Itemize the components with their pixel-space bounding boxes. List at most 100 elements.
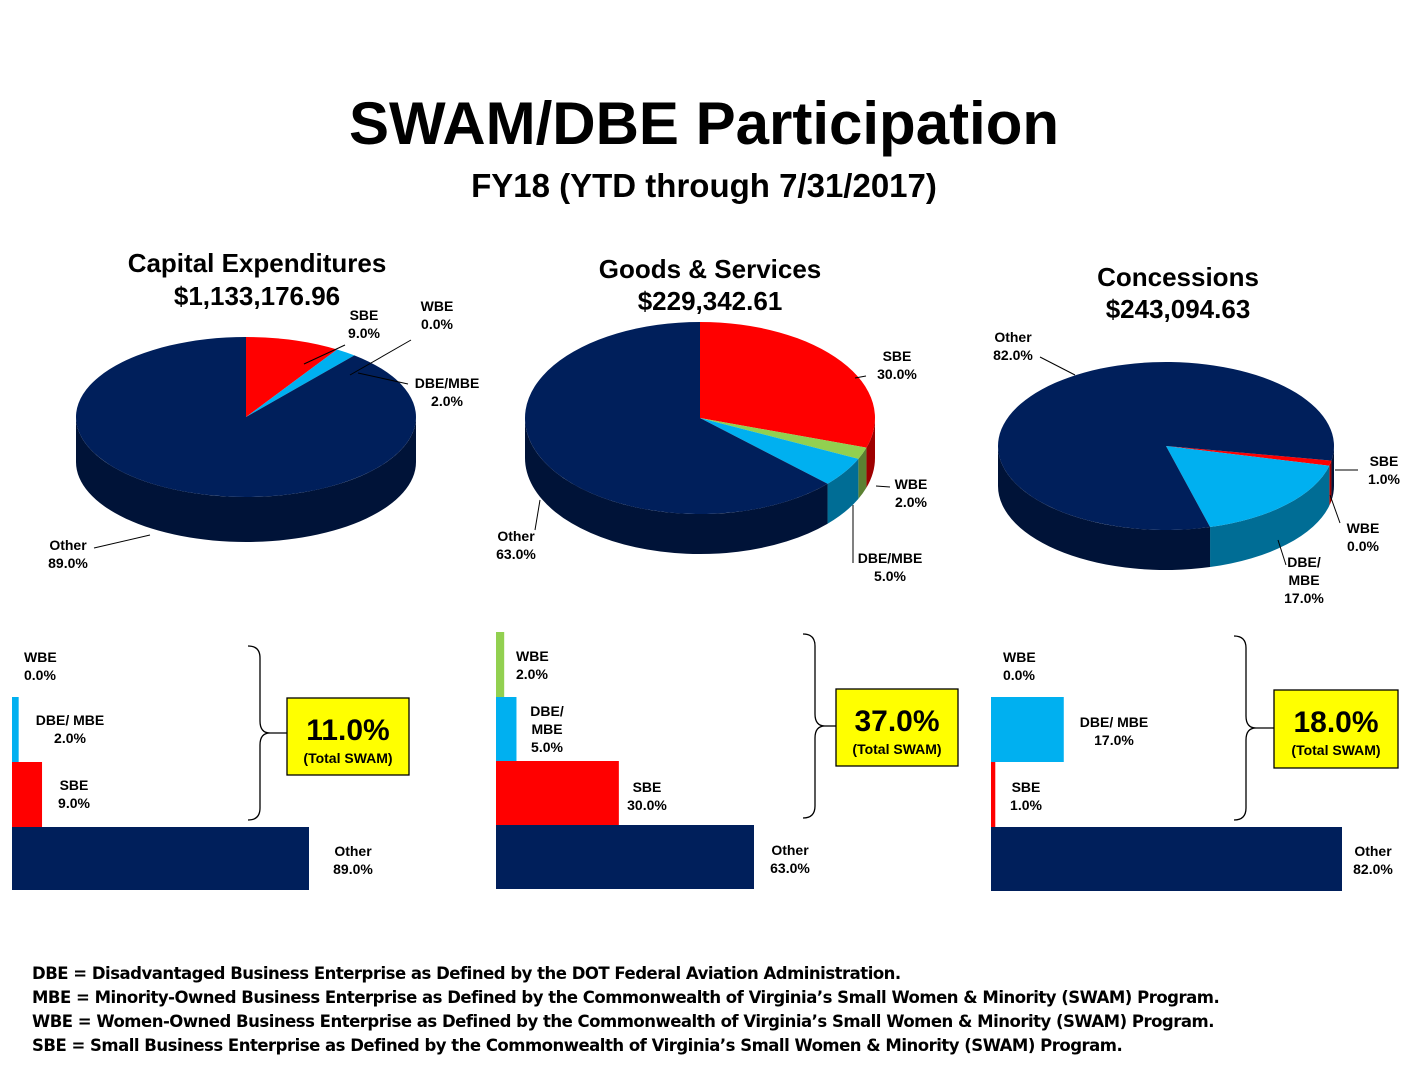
pie-1-label-other-line-1: Other — [49, 537, 87, 553]
bar-1-total-box — [286, 697, 410, 776]
bar-2-label-dbe_mbe-line-3: 5.0% — [531, 739, 563, 755]
bar-2-wbe — [496, 632, 505, 697]
pie-3-label-wbe-line-2: 0.0% — [1347, 538, 1379, 554]
bar-3-label-wbe-line-2: 0.0% — [1003, 667, 1035, 683]
pie-1-label-dbe_mbe-line-2: 2.0% — [431, 393, 463, 409]
bar-2-label-dbe_mbe-line-1: DBE/ — [530, 703, 564, 719]
pie-2-title: Goods & Services — [599, 254, 822, 284]
bar-3-label-dbe_mbe-line-1: DBE/ MBE — [1080, 714, 1148, 730]
pie-3-slice-dbe_mbe — [1166, 446, 1330, 528]
bar-1-label-sbe-line-2: 9.0% — [58, 795, 90, 811]
pie-1-slice-sbe — [246, 337, 338, 417]
bar-3-label-dbe_mbe-line-2: 17.0% — [1094, 732, 1134, 748]
pie-3-amount: $243,094.63 — [1106, 294, 1251, 324]
page-title: SWAM/DBE Participation — [348, 90, 1060, 157]
bar-1-other — [12, 827, 309, 890]
pie-3-leader-dbe_mbe — [1277, 539, 1287, 566]
bar-1-total-value: 11.0% — [306, 714, 389, 747]
pie-3-label-sbe-line-2: 1.0% — [1368, 471, 1400, 487]
pie-1-label-dbe_mbe-line-1: DBE/MBE — [415, 375, 480, 391]
bar-2-label-sbe-line-1: SBE — [633, 779, 662, 795]
pie-2-label-dbe_mbe-line-1: DBE/MBE — [858, 550, 923, 566]
pie-1-leader-dbe_mbe — [357, 372, 409, 385]
pie-2-label-dbe_mbe-line-2: 5.0% — [874, 568, 906, 584]
bar-2-total-label: (Total SWAM) — [852, 741, 941, 757]
pie-1-label-wbe-line-2: 0.0% — [421, 316, 453, 332]
pie-2-slice-wbe — [700, 418, 867, 459]
pie-3-slice-sbe — [1166, 446, 1332, 466]
bar-2-total-box — [835, 688, 959, 767]
bar-3-label-other-line-1: Other — [1354, 843, 1392, 859]
bar-2-label-dbe_mbe-line-2: MBE — [531, 721, 562, 737]
bar-2-label-sbe-line-2: 30.0% — [627, 797, 667, 813]
pie-1-label-other-line-2: 89.0% — [48, 555, 88, 571]
pie-2-label-other-line-1: Other — [497, 528, 535, 544]
bar-3-label-sbe-line-1: SBE — [1012, 779, 1041, 795]
pie-2-leader-other — [534, 499, 541, 531]
footnote-wbe: WBE = Women-Owned Business Enterprise as… — [32, 1012, 1214, 1031]
pie-1-leader-wbe — [349, 339, 412, 376]
bar-2-sbe — [496, 761, 619, 825]
pie-1-title: Capital Expenditures — [128, 248, 387, 278]
bar-2-label-wbe-line-2: 2.0% — [516, 666, 548, 682]
bar-2-brace — [802, 633, 826, 819]
pie-3-title: Concessions — [1097, 262, 1259, 292]
pie-2-slice-dbe_mbe — [700, 418, 859, 484]
bar-1-label-dbe_mbe-line-1: DBE/ MBE — [36, 712, 104, 728]
bar-3-label-other-line-2: 82.0% — [1353, 861, 1393, 877]
bar-2-label-other-line-1: Other — [771, 842, 809, 858]
bar-2-dbe_mbe — [496, 697, 517, 761]
pie-1-label-wbe-line-1: WBE — [421, 298, 454, 314]
bar-3-label-sbe-line-2: 1.0% — [1010, 797, 1042, 813]
bar-3-sbe — [991, 762, 996, 827]
bar-2-label-wbe-line-1: WBE — [516, 648, 549, 664]
pie-2-label-sbe-line-1: SBE — [883, 348, 912, 364]
bar-1-label-wbe-line-2: 0.0% — [24, 667, 56, 683]
bar-1-label-other-line-2: 89.0% — [333, 861, 373, 877]
pie-3-slice-sbe-side — [1329, 460, 1332, 506]
bar-1-brace — [247, 645, 271, 821]
footnote-mbe: MBE = Minority-Owned Business Enterprise… — [32, 988, 1220, 1007]
page-subtitle: FY18 (YTD through 7/31/2017) — [471, 167, 937, 204]
bar-2-total-value: 37.0% — [854, 705, 939, 738]
pie-1-amount: $1,133,176.96 — [174, 281, 340, 311]
pie-2-slice-other — [525, 322, 828, 514]
pie-3-label-dbe_mbe-line-2: MBE — [1288, 572, 1319, 588]
bar-3-label-wbe-line-1: WBE — [1003, 649, 1036, 665]
pie-1-leader-sbe — [303, 344, 346, 365]
bar-3-total-box — [1273, 689, 1399, 769]
pie-3-slice-dbe_mbe-side — [1210, 465, 1330, 568]
pie-1-slice-other — [75, 337, 416, 498]
pie-3-slice-other-side — [1331, 446, 1334, 501]
pie-3-label-other-line-1: Other — [994, 329, 1032, 345]
footnote-sbe: SBE = Small Business Enterprise as Defin… — [32, 1036, 1123, 1055]
bar-3-dbe_mbe — [991, 697, 1064, 762]
bar-1-label-sbe-line-1: SBE — [60, 777, 89, 793]
bar-1-label-dbe_mbe-line-2: 2.0% — [54, 730, 86, 746]
pie-2-slice-wbe-side — [858, 447, 867, 499]
pie-2-slice-dbe_mbe-side — [827, 458, 859, 524]
bar-1-label-other-line-1: Other — [334, 843, 372, 859]
pie-3-slice-other-side — [998, 446, 1211, 571]
pie-2-label-sbe-line-2: 30.0% — [877, 366, 917, 382]
bar-1-total-label: (Total SWAM) — [303, 750, 392, 766]
pie-3-label-dbe_mbe-line-3: 17.0% — [1284, 590, 1324, 606]
bar-2-label-other-line-2: 63.0% — [770, 860, 810, 876]
pie-2-slice-sbe — [700, 322, 875, 448]
footnote-dbe: DBE = Disadvantaged Business Enterprise … — [32, 964, 901, 983]
pie-2-slice-sbe-side — [866, 418, 875, 488]
pie-2-label-wbe-line-2: 2.0% — [895, 494, 927, 510]
pie-2-leader-wbe — [875, 485, 891, 488]
bar-1-dbe_mbe — [12, 697, 19, 762]
footnotes: DBE = Disadvantaged Business Enterprise … — [32, 962, 1332, 1058]
pie-1-leader-other — [93, 534, 151, 549]
bar-3-total-value: 18.0% — [1293, 706, 1378, 739]
bar-3-brace — [1233, 635, 1257, 821]
bar-3-other — [991, 827, 1342, 891]
pie-3-slice-other — [998, 362, 1335, 530]
pie-1-label-sbe-line-1: SBE — [350, 307, 379, 323]
pie-3-label-other-line-2: 82.0% — [993, 347, 1033, 363]
pie-2-amount: $229,342.61 — [638, 286, 783, 316]
pie-1-label-sbe-line-2: 9.0% — [348, 325, 380, 341]
